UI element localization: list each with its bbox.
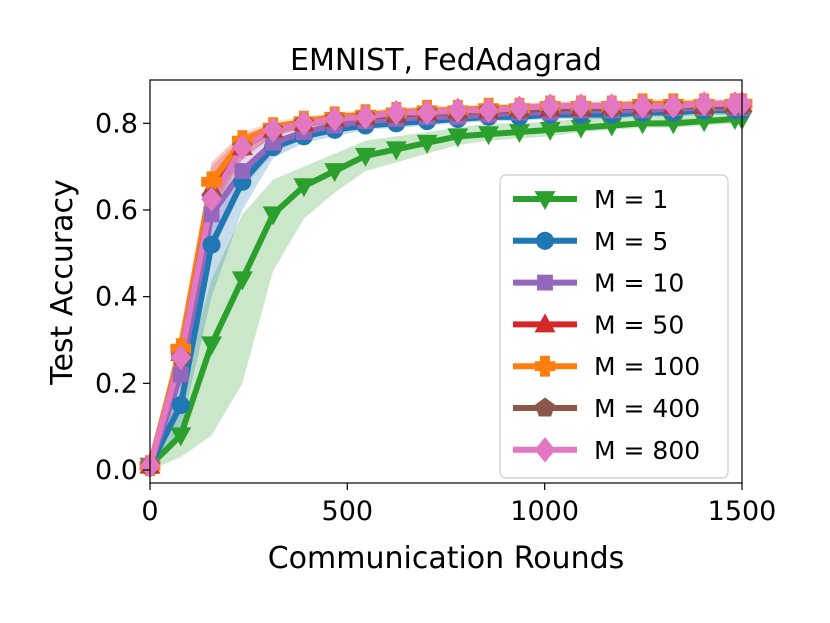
point-m-800 — [201, 186, 223, 212]
point-m-1 — [262, 206, 284, 226]
legend-marker-m-100 — [534, 355, 556, 377]
point-m-800 — [447, 97, 469, 123]
legend-marker-m-800 — [534, 437, 556, 463]
x-tick-label: 0 — [141, 496, 158, 527]
point-m-100 — [201, 171, 223, 193]
point-m-800 — [324, 106, 346, 132]
legend: M = 1 M = 5 M = 10 M = 50 M = 100 M = 400 M = … — [499, 174, 729, 479]
point-m-1 — [601, 117, 623, 137]
x-axis-label: Communication Rounds — [268, 541, 625, 576]
x-tick-label: 1500 — [708, 496, 777, 527]
point-m-1 — [478, 126, 500, 146]
chart-title: EMNIST, FedAdagrad — [290, 43, 602, 78]
point-m-1 — [447, 128, 469, 148]
legend-marker-m-50 — [534, 313, 556, 333]
point-m-800 — [478, 97, 500, 123]
x-tick-label: 1000 — [510, 496, 579, 527]
y-axis-ticks: 0.0 0.2 0.4 0.6 0.8 — [95, 108, 150, 486]
legend-marker-m-10 — [537, 274, 553, 291]
legend-marker-m-5 — [535, 231, 555, 250]
point-m-800 — [170, 344, 192, 370]
legend-label-m-5: M = 5 — [594, 227, 668, 256]
point-m-5 — [202, 235, 221, 254]
legend-label-m-10: M = 10 — [594, 269, 684, 298]
point-m-1 — [693, 113, 715, 133]
point-m-10 — [172, 366, 189, 383]
y-tick-label: 0.8 — [95, 108, 138, 139]
point-m-10 — [234, 163, 251, 179]
point-m-1 — [632, 115, 653, 135]
y-axis-label: Test Accuracy — [45, 179, 80, 386]
point-m-10 — [265, 134, 282, 151]
legend-label-m-50: M = 50 — [594, 310, 684, 339]
point-m-800 — [416, 99, 438, 126]
point-m-800 — [632, 93, 653, 119]
legend-marker-m-1 — [534, 191, 556, 210]
point-m-1 — [324, 163, 346, 182]
legend-label-m-400: M = 400 — [594, 394, 700, 423]
point-m-10 — [203, 206, 220, 223]
point-m-800 — [385, 99, 407, 126]
point-m-800 — [570, 93, 592, 119]
point-m-1 — [539, 121, 561, 141]
series-markers — [139, 91, 753, 479]
point-m-1 — [385, 141, 407, 161]
point-m-1 — [508, 124, 530, 143]
point-m-800 — [662, 93, 684, 119]
point-m-800 — [293, 110, 315, 136]
legend-label-m-1: M = 1 — [594, 185, 668, 214]
point-m-5 — [171, 395, 190, 415]
point-m-1 — [170, 427, 192, 447]
point-m-1 — [662, 115, 684, 135]
point-m-1 — [570, 119, 592, 139]
y-tick-label: 0.4 — [95, 282, 138, 313]
point-m-800 — [262, 117, 284, 143]
legend-label-m-100: M = 100 — [594, 352, 700, 381]
point-m-800 — [355, 104, 376, 130]
x-axis-ticks: 0 500 1000 1500 — [141, 483, 776, 527]
point-m-800 — [539, 93, 561, 119]
plot-frame — [149, 79, 743, 484]
point-m-1 — [231, 271, 253, 291]
y-tick-label: 0.2 — [95, 368, 138, 399]
point-m-800 — [693, 91, 715, 117]
band-m-1 — [150, 112, 742, 470]
legend-box — [499, 174, 729, 479]
y-tick-label: 0.0 — [95, 455, 138, 486]
point-m-800 — [508, 95, 530, 121]
y-tick-label: 0.6 — [95, 195, 138, 226]
point-m-800 — [601, 93, 623, 119]
point-m-800 — [231, 134, 253, 160]
x-tick-label: 500 — [322, 496, 374, 527]
point-m-1 — [201, 336, 223, 356]
point-m-1 — [293, 178, 315, 198]
legend-marker-m-400 — [535, 397, 555, 417]
point-m-1 — [355, 147, 376, 167]
confidence-bands — [150, 99, 742, 471]
legend-label-m-800: M = 800 — [594, 436, 700, 465]
point-m-1 — [416, 134, 438, 154]
